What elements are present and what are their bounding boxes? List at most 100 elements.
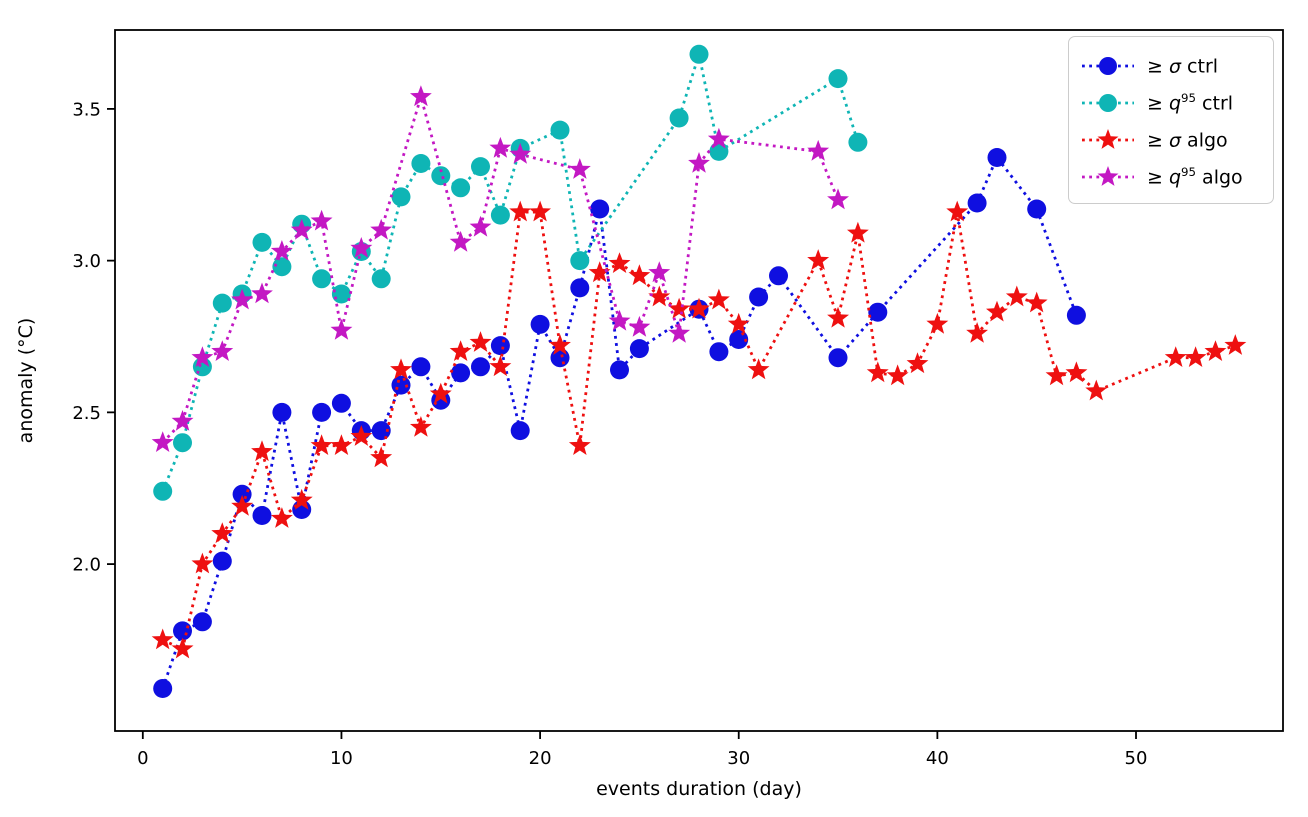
- data-point-sigma-algo: [171, 637, 194, 659]
- data-point-q95-algo: [827, 188, 849, 210]
- data-point-sigma-algo: [489, 355, 512, 377]
- data-point-sigma-ctrl: [391, 375, 411, 395]
- data-point-sigma-ctrl: [371, 421, 391, 441]
- data-point-sigma-ctrl: [510, 421, 530, 441]
- data-point-q95-algo: [449, 230, 472, 252]
- data-point-sigma-algo: [1065, 361, 1088, 383]
- data-point-sigma-ctrl: [1066, 305, 1086, 325]
- data-point-sigma-algo: [509, 200, 532, 222]
- data-point-sigma-algo: [1085, 379, 1108, 401]
- data-point-sigma-algo: [310, 434, 333, 455]
- data-point-q95-algo: [410, 85, 432, 107]
- data-point-sigma-algo: [429, 382, 452, 404]
- series-line-q95-ctrl: [161, 53, 860, 492]
- data-point-sigma-ctrl: [331, 393, 351, 413]
- data-point-sigma-algo: [330, 434, 353, 455]
- data-point-sigma-ctrl: [987, 148, 1007, 167]
- data-point-sigma-algo: [449, 340, 472, 361]
- legend: ≥ σ ctrl ≥ q95 ctrl ≥ σ algo ≥ q95 algo: [1068, 36, 1274, 204]
- data-point-sigma-algo: [231, 494, 254, 516]
- x-tick-label: 50: [1125, 748, 1148, 769]
- legend-marker-circle-blue: [1082, 56, 1134, 75]
- data-point-sigma-algo: [1005, 285, 1028, 307]
- x-tick-label: 20: [529, 748, 552, 769]
- data-point-q95-ctrl: [312, 269, 332, 289]
- data-point-sigma-ctrl: [967, 193, 987, 213]
- data-point-sigma-algo: [628, 264, 651, 286]
- data-point-sigma-ctrl: [570, 278, 590, 298]
- data-point-q95-ctrl: [848, 132, 868, 152]
- data-point-q95-algo: [251, 282, 273, 304]
- data-point-q95-ctrl: [173, 433, 192, 453]
- data-point-q95-ctrl: [371, 269, 391, 289]
- data-point-sigma-ctrl: [312, 402, 332, 422]
- data-point-q95-algo: [707, 127, 730, 149]
- legend-label: ≥ σ algo: [1147, 129, 1228, 152]
- data-point-q95-algo: [211, 340, 234, 361]
- data-point-sigma-ctrl: [769, 266, 788, 286]
- data-point-q95-ctrl: [490, 205, 510, 225]
- data-point-sigma-ctrl: [868, 302, 888, 322]
- data-point-sigma-algo: [727, 312, 750, 334]
- data-point-sigma-ctrl: [550, 348, 570, 368]
- data-point-sigma-ctrl: [1027, 199, 1047, 219]
- data-point-q95-algo: [231, 288, 254, 310]
- data-point-q95-algo: [350, 237, 373, 258]
- data-point-q95-algo: [171, 410, 194, 431]
- data-point-sigma-ctrl: [173, 621, 192, 641]
- data-point-q95-algo: [628, 315, 651, 337]
- data-point-q95-ctrl: [550, 120, 570, 140]
- data-point-q95-algo: [568, 158, 591, 179]
- x-axis-label: events duration (day): [596, 778, 802, 800]
- y-axis-label: anomaly (°C): [15, 318, 37, 444]
- data-point-sigma-algo: [926, 312, 949, 334]
- data-point-sigma-algo: [191, 552, 214, 574]
- data-point-q95-ctrl: [153, 481, 173, 501]
- data-point-sigma-algo: [886, 364, 909, 386]
- data-point-sigma-algo: [151, 628, 174, 650]
- data-point-sigma-algo: [290, 488, 313, 510]
- data-point-sigma-ctrl: [212, 551, 232, 571]
- data-point-sigma-algo: [608, 252, 631, 273]
- data-point-sigma-algo: [688, 297, 710, 319]
- data-point-q95-algo: [270, 240, 293, 261]
- y-tick-label: 2.0: [72, 555, 101, 576]
- data-point-sigma-algo: [1164, 346, 1187, 367]
- data-point-sigma-algo: [707, 288, 730, 310]
- legend-marker-glyph: [1097, 128, 1119, 149]
- data-point-q95-ctrl: [570, 251, 590, 271]
- data-point-q95-algo: [469, 215, 492, 237]
- data-point-sigma-algo: [747, 358, 770, 380]
- data-point-q95-ctrl: [252, 232, 272, 252]
- data-point-q95-ctrl: [212, 293, 232, 313]
- data-point-sigma-ctrl: [828, 348, 848, 368]
- data-point-q95-ctrl: [689, 44, 709, 64]
- data-point-q95-algo: [290, 218, 313, 240]
- data-point-sigma-ctrl: [411, 357, 431, 377]
- data-point-sigma-algo: [1224, 334, 1247, 355]
- data-point-sigma-algo: [211, 522, 234, 544]
- data-point-q95-ctrl: [451, 178, 471, 198]
- legend-marker-glyph: [1097, 165, 1119, 186]
- data-point-sigma-ctrl: [192, 612, 212, 632]
- y-tick-label: 2.5: [72, 403, 101, 424]
- x-tick-label: 10: [330, 748, 353, 769]
- data-point-q95-algo: [151, 431, 174, 452]
- data-point-q95-ctrl: [272, 257, 292, 277]
- data-point-sigma-algo: [469, 331, 492, 352]
- data-point-sigma-ctrl: [153, 679, 173, 698]
- data-point-sigma-ctrl: [749, 287, 769, 307]
- legend-label: ≥ q95 algo: [1147, 164, 1243, 189]
- data-point-q95-algo: [509, 142, 532, 164]
- legend-item-sigma-algo: ≥ σ algo: [1079, 121, 1259, 158]
- data-point-sigma-algo: [966, 322, 988, 343]
- data-point-sigma-algo: [668, 297, 691, 319]
- data-point-q95-ctrl: [828, 69, 848, 89]
- data-point-sigma-algo: [1204, 340, 1227, 361]
- data-point-q95-ctrl: [669, 108, 689, 128]
- legend-marker-star-red: [1082, 128, 1134, 149]
- data-point-sigma-ctrl: [629, 339, 649, 359]
- data-point-sigma-algo: [946, 200, 969, 222]
- data-point-q95-algo: [330, 318, 353, 340]
